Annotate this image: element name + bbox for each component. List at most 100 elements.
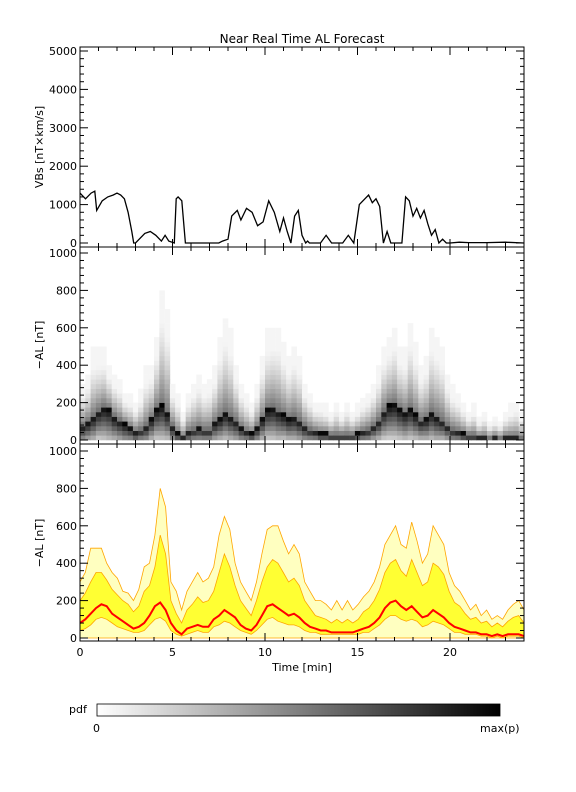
heatmap-cell <box>259 369 266 375</box>
heatmap-cell <box>127 397 134 403</box>
heatmap-cell <box>254 393 260 399</box>
heatmap-cell <box>159 327 165 333</box>
heatmap-cell <box>280 435 287 441</box>
heatmap-cell <box>407 416 414 422</box>
heatmap-cell <box>154 360 160 366</box>
heatmap-cell <box>354 430 361 436</box>
heatmap-cell <box>117 435 123 441</box>
heatmap-cell <box>291 360 297 366</box>
heatmap-cell <box>296 379 303 385</box>
heatmap-cell <box>413 393 419 399</box>
heatmap-cell <box>138 426 144 431</box>
heatmap-cell <box>233 426 239 431</box>
heatmap-cell <box>439 407 445 413</box>
pdf-ytick-label: 600 <box>56 322 77 335</box>
heatmap-cell <box>254 383 260 389</box>
heatmap-cell <box>402 402 408 408</box>
heatmap-cell <box>434 397 440 403</box>
heatmap-cell <box>159 374 165 380</box>
heatmap-cell <box>164 388 171 394</box>
heatmap-cell <box>339 421 345 427</box>
heatmap-cell <box>90 407 97 413</box>
heatmap-cell <box>407 360 414 366</box>
vbs-ytick-label: 5000 <box>49 45 77 58</box>
heatmap-cell <box>243 407 250 413</box>
heatmap-cell <box>233 369 239 375</box>
heatmap-cell <box>101 411 107 417</box>
heatmap-cell <box>106 402 112 408</box>
heatmap-cell <box>413 397 419 403</box>
heatmap-cell <box>302 402 308 408</box>
heatmap-cell <box>286 369 292 375</box>
heatmap-cell <box>265 337 271 343</box>
heatmap-cell <box>423 369 430 375</box>
heatmap-cell <box>333 426 340 431</box>
heatmap-cell <box>159 421 165 427</box>
heatmap-cell <box>122 421 128 427</box>
heatmap-cell <box>259 383 266 389</box>
heatmap-cell <box>90 365 97 371</box>
heatmap-cell <box>344 416 350 422</box>
heatmap-cell <box>85 383 91 389</box>
heatmap-cell <box>85 402 91 408</box>
heatmap-cell <box>434 365 440 371</box>
heatmap-cell <box>243 430 250 436</box>
heatmap-cell <box>418 383 424 389</box>
heatmap-cell <box>80 397 86 403</box>
heatmap-cell <box>455 407 461 413</box>
heatmap-cell <box>307 402 313 408</box>
heatmap-cell <box>291 421 297 427</box>
heatmap-cell <box>439 402 445 408</box>
heatmap-cell <box>508 407 514 413</box>
heatmap-cell <box>106 435 112 441</box>
heatmap-cell <box>243 393 250 399</box>
vbs-ytick-label: 2000 <box>49 160 77 173</box>
heatmap-cell <box>138 388 144 394</box>
heatmap-cell <box>80 416 86 422</box>
heatmap-cell <box>471 402 477 408</box>
heatmap-cell <box>402 393 408 399</box>
heatmap-cell <box>80 430 86 436</box>
heatmap-cell <box>450 393 456 399</box>
heatmap-cell <box>212 407 218 413</box>
heatmap-cell <box>259 360 266 366</box>
heatmap-cell <box>280 416 287 422</box>
heatmap-cell <box>122 393 128 399</box>
heatmap-cell <box>391 426 398 431</box>
heatmap-cell <box>407 365 414 371</box>
heatmap-cell <box>169 397 176 403</box>
heatmap-cell <box>423 402 430 408</box>
heatmap-cell <box>317 402 324 408</box>
heatmap-cell <box>439 388 445 394</box>
heatmap-cell <box>164 332 171 338</box>
heatmap-cell <box>302 421 308 427</box>
heatmap-cell <box>148 388 155 394</box>
heatmap-cell <box>428 402 435 408</box>
heatmap-cell <box>402 411 408 417</box>
heatmap-cell <box>85 379 91 385</box>
heatmap-cell <box>254 397 260 403</box>
heatmap-cell <box>217 393 223 399</box>
heatmap-cell <box>370 421 377 427</box>
heatmap-cell <box>233 388 239 394</box>
heatmap-cell <box>381 388 387 394</box>
bands-ytick-label: 400 <box>56 557 77 570</box>
heatmap-cell <box>492 426 498 431</box>
heatmap-cell <box>391 369 398 375</box>
heatmap-cell <box>275 355 282 361</box>
heatmap-cell <box>196 388 202 394</box>
heatmap-cell <box>344 426 350 431</box>
heatmap-cell <box>487 430 493 436</box>
heatmap-cell <box>238 388 245 394</box>
heatmap-cell <box>376 430 382 436</box>
heatmap-cell <box>254 411 260 417</box>
heatmap-cell <box>302 416 308 422</box>
pdf-ytick-label: 0 <box>70 434 77 447</box>
heatmap-cell <box>428 393 435 399</box>
heatmap-cell <box>259 435 266 441</box>
heatmap-cell <box>370 407 377 413</box>
heatmap-cell <box>381 416 387 422</box>
heatmap-cell <box>222 388 229 394</box>
heatmap-cell <box>85 393 91 399</box>
heatmap-cell <box>228 426 234 431</box>
